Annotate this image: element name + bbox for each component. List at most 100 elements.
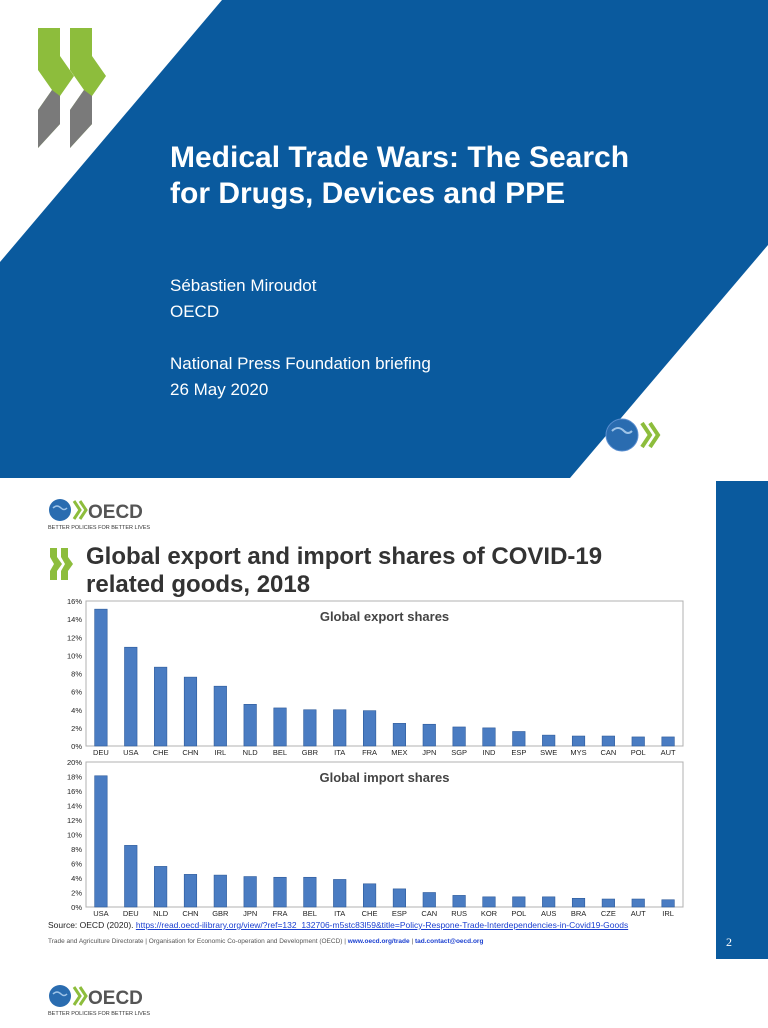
y-tick-label: 12% [67, 816, 82, 825]
bar-jpn [243, 876, 257, 908]
x-tick-label: JPN [422, 748, 436, 757]
event-name: National Press Foundation briefing [170, 354, 431, 373]
next-slide: OECD BETTER POLICIES FOR BETTER LIVES [0, 963, 768, 1024]
logo-tagline: BETTER POLICIES FOR BETTER LIVES [604, 455, 743, 464]
x-tick-label: AUS [541, 909, 556, 918]
y-tick-label: 10% [67, 831, 82, 840]
bar-deu [124, 845, 138, 908]
x-tick-label: DEU [93, 748, 109, 757]
bar-bel [273, 707, 287, 747]
footer-web-link[interactable]: www.oecd.org/trade [347, 938, 410, 945]
slide-sidebar [716, 481, 768, 959]
bar-bra [571, 897, 586, 908]
title-slide: Medical Trade Wars: The Search for Drugs… [0, 0, 768, 478]
bar-ind [482, 727, 496, 747]
footer-text: Trade and Agriculture Directorate | Orga… [48, 938, 348, 945]
bar-swe [542, 734, 556, 747]
x-tick-label: AUT [661, 748, 676, 757]
y-tick-label: 14% [67, 615, 82, 624]
presentation-title: Medical Trade Wars: The Search for Drugs… [170, 140, 750, 212]
title-line-1: Medical Trade Wars: The Search [170, 141, 630, 174]
bar-esp [392, 888, 406, 908]
x-tick-label: CZE [601, 909, 616, 918]
x-tick-label: POL [511, 909, 526, 918]
x-tick-label: CHE [153, 748, 169, 757]
bar-ita [333, 879, 347, 908]
oecd-logo: OECD BETTER POLICIES FOR BETTER LIVES [48, 983, 158, 1028]
bar-can [422, 892, 436, 908]
x-tick-label: CAN [421, 909, 437, 918]
bar-rus [452, 895, 466, 908]
x-tick-label: ITA [334, 748, 345, 757]
x-tick-label: ITA [334, 909, 345, 918]
bar-usa [124, 646, 138, 747]
bar-aut [661, 736, 675, 747]
bar-aut [631, 898, 645, 908]
bar-deu [94, 608, 108, 747]
charts-area: 0% 2% 4% 6% 8% 10% 12% 14% 16% Global export shar… [67, 597, 684, 918]
logo-text: OECD [664, 422, 739, 452]
y-tick-label: 4% [71, 874, 82, 883]
bar-usa [94, 775, 108, 908]
bar-irl [213, 685, 227, 747]
x-tick-label: MEX [391, 748, 407, 757]
x-tick-label: RUS [451, 909, 467, 918]
x-tick-label: ESP [511, 748, 526, 757]
x-tick-label: IRL [214, 748, 226, 757]
y-tick-label: 8% [71, 670, 82, 679]
y-tick-label: 18% [67, 773, 82, 782]
logo-text: OECD [88, 502, 143, 523]
y-tick-label: 6% [71, 860, 82, 869]
globe-icon [49, 499, 71, 521]
bar-mex [392, 723, 406, 747]
y-tick-label: 16% [67, 787, 82, 796]
bar-pol [631, 736, 645, 747]
x-tick-label: DEU [123, 909, 139, 918]
y-tick-label: 6% [71, 688, 82, 697]
globe-icon [605, 418, 639, 452]
y-tick-label: 14% [67, 802, 82, 811]
y-tick-label: 2% [71, 724, 82, 733]
author-org: OECD [170, 302, 220, 321]
x-tick-label: CAN [600, 748, 616, 757]
x-tick-label: MYS [570, 748, 586, 757]
bar-chn [183, 874, 198, 908]
bar-che [154, 666, 168, 747]
x-tick-label: FRA [362, 748, 377, 757]
bar-gbr [303, 709, 317, 747]
x-tick-label: IRL [662, 909, 674, 918]
y-tick-label: 12% [67, 633, 82, 642]
bar-can [601, 735, 615, 747]
white-corner-triangle [0, 0, 222, 262]
x-tick-label: BEL [303, 909, 317, 918]
bar-aus [542, 896, 556, 908]
bar-irl [661, 899, 675, 908]
source-link[interactable]: https://read.oecd-ilibrary.org/view/?ref… [135, 920, 629, 930]
bar-chn [183, 676, 198, 747]
bar-sgp [452, 726, 466, 747]
footer-email-link[interactable]: tad.contact@oecd.org [414, 938, 484, 945]
page-number: 2 [726, 935, 732, 949]
title-chevron-icon [50, 548, 73, 580]
footer-separator: | [409, 938, 415, 945]
chart-slide: 2 OECD BETTER POLICIES FOR BETTER LIVES … [0, 481, 768, 963]
bar-fra [363, 710, 377, 747]
slide-title: Global export and import shares of COVID… [86, 543, 706, 599]
x-tick-label: ESP [392, 909, 407, 918]
bar-cze [601, 898, 615, 908]
globe-icon [49, 985, 71, 1007]
source-prefix: Source: OECD (2020). [48, 920, 136, 930]
x-tick-label: BRA [571, 909, 586, 918]
logo-chevron-icon [640, 421, 653, 449]
chart-title-2: Global import shares [319, 770, 449, 785]
bar-fra [273, 876, 287, 908]
bar-gbr [213, 874, 227, 908]
x-tick-label: USA [93, 909, 108, 918]
bar-nld [243, 704, 257, 747]
x-tick-label: CHN [182, 748, 198, 757]
x-tick-label: GBR [302, 748, 319, 757]
logo-chevron-icon [72, 986, 82, 1006]
y-tick-label: 16% [67, 597, 82, 606]
y-tick-label: 4% [71, 706, 82, 715]
slide-title-line-2: related goods, 2018 [86, 571, 311, 598]
